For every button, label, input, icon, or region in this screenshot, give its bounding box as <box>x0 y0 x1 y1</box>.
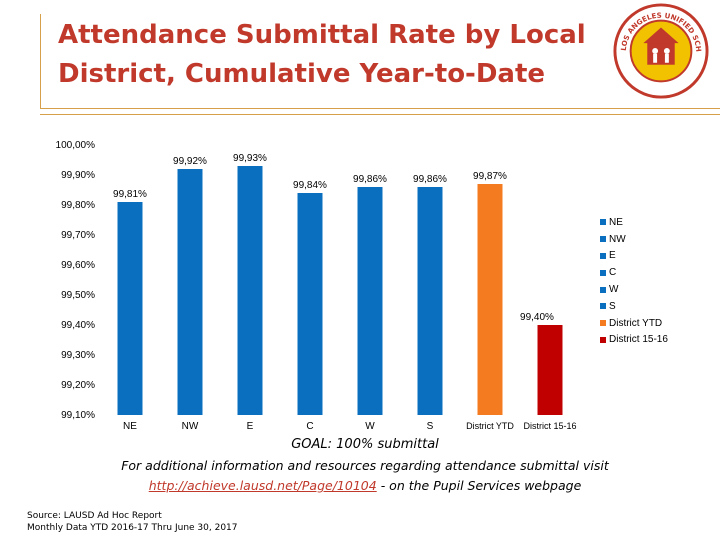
x-tick-label: W <box>365 421 375 432</box>
data-label: 99,84% <box>293 180 327 191</box>
legend-label: S <box>609 300 616 312</box>
legend-item: District 15-16 <box>600 332 668 349</box>
lausd-seal-icon: LOS ANGELES UNIFIED SCHOOL DISTRICT · PU… <box>612 2 709 99</box>
data-label: 99,87% <box>473 171 507 182</box>
x-tick-label: C <box>306 421 313 432</box>
legend-label: E <box>609 250 616 262</box>
data-label: 99,81% <box>113 189 147 200</box>
legend-item: E <box>600 248 668 265</box>
y-tick-label: 99,40% <box>61 320 95 331</box>
y-tick-label: 99,70% <box>61 230 95 241</box>
title-divider-bottom <box>40 114 720 115</box>
y-tick-label: 99,90% <box>61 170 95 181</box>
x-tick-label: E <box>247 421 254 432</box>
y-tick-label: 99,30% <box>61 350 95 361</box>
legend-item: NW <box>600 231 668 248</box>
source-line-2: Monthly Data YTD 2016-17 Thru June 30, 2… <box>27 523 238 533</box>
legend-swatch <box>600 286 606 293</box>
data-label: 99,92% <box>173 156 207 167</box>
info-line-1: For additional information and resources… <box>121 458 609 473</box>
y-tick-label: 99,50% <box>61 290 95 301</box>
x-tick-label: District 15-16 <box>523 421 576 431</box>
x-tick-label: NW <box>182 421 199 432</box>
bar <box>477 184 503 415</box>
legend-item: NE <box>600 214 668 231</box>
data-label: 99,86% <box>353 174 387 185</box>
bar <box>537 325 563 415</box>
source-line-1: Source: LAUSD Ad Hoc Report <box>27 511 162 521</box>
info-line-2: http://achieve.lausd.net/Page/10104 - on… <box>0 476 720 496</box>
legend-label: C <box>609 267 617 279</box>
y-tick-label: 99,80% <box>61 200 95 211</box>
title-divider-vertical <box>40 14 41 108</box>
bar <box>177 169 203 415</box>
legend-label: W <box>609 284 619 296</box>
x-tick-label: NE <box>123 421 137 432</box>
legend-item: W <box>600 281 668 298</box>
title-line-2: District, Cumulative Year-to-Date <box>58 59 546 89</box>
legend-swatch <box>600 320 606 327</box>
legend-label: NW <box>609 233 626 245</box>
pupil-services-link[interactable]: http://achieve.lausd.net/Page/10104 <box>148 478 377 493</box>
x-tick-label: S <box>427 421 434 432</box>
bar <box>237 166 263 415</box>
bar <box>417 187 443 415</box>
goal-text: GOAL: 100% submittal <box>291 437 439 452</box>
page-title: Attendance Submittal Rate by Local Distr… <box>58 16 618 94</box>
legend-swatch <box>600 269 606 276</box>
bar-chart: 100,00% 99,90% 99,80% 99,70% 99,60% 99,50% 99,… <box>56 140 577 432</box>
legend-item: C <box>600 264 668 281</box>
legend-swatch <box>600 236 606 243</box>
legend-label: NE <box>609 216 623 228</box>
title-line-1: Attendance Submittal Rate by Local <box>58 20 586 50</box>
info-suffix: - on the Pupil Services webpage <box>380 478 582 493</box>
legend-label: District 15-16 <box>609 334 668 346</box>
chart-legend: NE NW E C W S District YTD District 15-1… <box>600 214 668 348</box>
y-tick-label: 99,10% <box>61 410 95 421</box>
bar <box>297 193 323 415</box>
legend-item: District YTD <box>600 315 668 332</box>
data-label: 99,40% <box>520 312 554 323</box>
y-tick-label: 99,60% <box>61 260 95 271</box>
legend-swatch <box>600 336 606 343</box>
source-note: Source: LAUSD Ad Hoc Report Monthly Data… <box>27 510 238 534</box>
legend-swatch <box>600 252 606 259</box>
legend-swatch <box>600 303 606 310</box>
legend-swatch <box>600 219 606 226</box>
bar <box>117 202 143 415</box>
data-label: 99,86% <box>413 174 447 185</box>
title-divider-top <box>40 108 720 109</box>
bar <box>357 187 383 415</box>
data-label: 99,93% <box>233 153 267 164</box>
legend-label: District YTD <box>609 317 663 329</box>
info-text: For additional information and resources… <box>0 456 720 496</box>
y-tick-label: 99,20% <box>61 380 95 391</box>
legend-item: S <box>600 298 668 315</box>
x-tick-label: District YTD <box>466 421 514 431</box>
y-tick-label: 100,00% <box>56 140 96 151</box>
